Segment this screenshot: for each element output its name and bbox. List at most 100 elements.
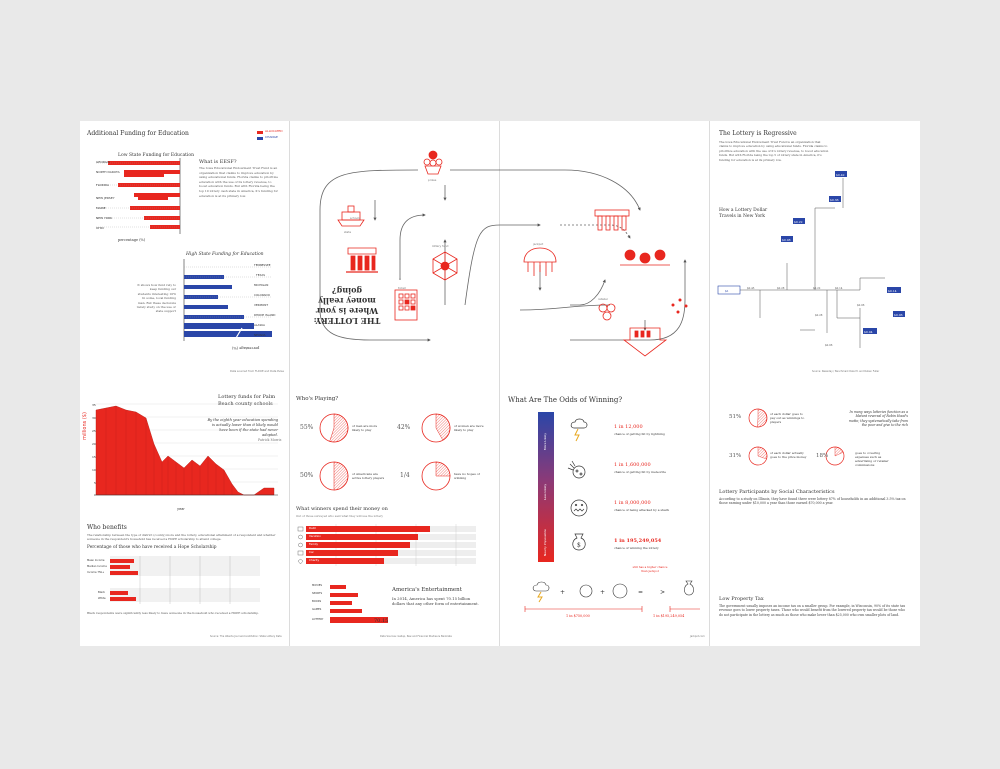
high-axis-label: percentage (%) bbox=[232, 346, 260, 350]
legend-change-label: CHANGE bbox=[265, 135, 278, 139]
state-label: OHIO bbox=[96, 226, 104, 230]
bar bbox=[184, 323, 254, 329]
dollar-box bbox=[717, 285, 741, 295]
low-tax-title: Low Property Tax bbox=[719, 596, 764, 602]
spend-title: What winners spend their money on bbox=[296, 506, 388, 512]
ent-label: SPORTS bbox=[312, 592, 323, 595]
fold-line bbox=[709, 382, 710, 646]
lottery-funds-area bbox=[95, 405, 275, 496]
bar bbox=[330, 593, 358, 597]
regressive-footer: Source: Newsday / Benchmark Dale M. and … bbox=[812, 370, 880, 373]
money-bag-icon bbox=[684, 580, 694, 596]
state-label: VERMONT bbox=[254, 303, 269, 307]
flow-arrow bbox=[399, 213, 426, 280]
bar bbox=[110, 571, 138, 575]
odds-value: 1 in 12,000 bbox=[614, 424, 643, 430]
svg-text:$0.06: $0.06 bbox=[857, 303, 865, 307]
hope-row-label: Median Income bbox=[87, 565, 107, 568]
characteristics-body: According to a study on Illinois, they h… bbox=[719, 497, 906, 506]
state-label: NEW JERSEY bbox=[96, 196, 115, 200]
dollar-box-label: $0.06 bbox=[894, 313, 903, 317]
y-tick: 20 bbox=[92, 442, 96, 446]
money-flow-diagram bbox=[319, 150, 688, 357]
bar bbox=[124, 174, 164, 177]
bar bbox=[330, 585, 346, 589]
flow-arrow bbox=[560, 224, 631, 239]
fold-line bbox=[499, 382, 500, 646]
bar bbox=[134, 193, 180, 197]
spend-chart bbox=[297, 524, 476, 566]
robin-hood-quote: In many ways lotteries function as a bla… bbox=[848, 410, 908, 428]
odds-icons: $ bbox=[567, 418, 588, 551]
flow-node-label: state bbox=[344, 230, 352, 234]
odds-bubble: still has a higher chance than jackpot bbox=[632, 565, 668, 573]
high-state-bars bbox=[183, 259, 272, 341]
split-caption: goes to covering expenses such as advert… bbox=[855, 451, 889, 467]
pie-women bbox=[421, 413, 451, 443]
fold-line bbox=[709, 121, 710, 383]
hope-chart bbox=[110, 556, 260, 604]
shark-icon bbox=[612, 583, 628, 599]
flow-arrow bbox=[464, 223, 541, 306]
what-is-title: What is EESF? bbox=[199, 159, 237, 165]
state-label: ALASKA bbox=[254, 323, 265, 327]
low-tax-body: The government usually imposes an income… bbox=[719, 604, 906, 617]
odds-caption: chance of being attacked by a shark bbox=[614, 508, 670, 512]
pie-caption: of women are more likely to play bbox=[454, 424, 484, 432]
low-state-title: Low State Funding for Education bbox=[118, 153, 194, 158]
odds-value: 1 in 195,249,054 bbox=[614, 538, 662, 544]
odds-footer: Jackpot.com bbox=[690, 635, 705, 638]
dollar-box-label: $0.36 bbox=[830, 198, 839, 202]
ent-body: In 2014, America has spent 70.15 billion… bbox=[392, 596, 479, 606]
dollar-box-label: $0.04 bbox=[864, 330, 873, 334]
split-caption: of each dollar actually goes to the priz… bbox=[770, 451, 807, 459]
ent-label: BOOKS bbox=[312, 600, 322, 603]
who-benefits-footer: Source: The Atlanta Journal-Constitution… bbox=[210, 635, 282, 638]
spend-label: Family bbox=[309, 542, 318, 546]
state-icon bbox=[337, 205, 365, 227]
flow-node-label: retailer bbox=[598, 297, 609, 301]
regressive-title: The Lottery is Regressive bbox=[719, 130, 797, 137]
pie-caption: of men are more likely to play bbox=[352, 424, 378, 432]
flow-arrow bbox=[519, 304, 611, 311]
y-tick: 35 bbox=[92, 403, 96, 407]
flow-arrow bbox=[570, 279, 606, 306]
palm-beach-chart bbox=[95, 403, 278, 496]
players-icon bbox=[620, 249, 670, 266]
dollar-box bbox=[835, 171, 847, 177]
ent-title: America's Entertainment bbox=[392, 587, 462, 593]
entertainment-chart bbox=[330, 585, 388, 623]
fold-line bbox=[289, 382, 290, 646]
regressive-body: The Iowa Educational Endowment Trust Fun… bbox=[719, 140, 829, 162]
odds-value: 1 in 1,600,000 bbox=[614, 462, 651, 468]
retailer-icon bbox=[594, 209, 630, 231]
legend-allocated-swatch bbox=[257, 131, 263, 134]
whos-playing-footer: Data Sources: Gallup, Pew and Financial … bbox=[380, 635, 452, 638]
flow-arrow bbox=[570, 259, 687, 341]
pie-value: 50% bbox=[300, 472, 314, 479]
dollar-box bbox=[887, 287, 901, 293]
odds-caption: chance of winning the lottery bbox=[614, 546, 659, 550]
lottery-fund-icon bbox=[432, 251, 458, 281]
bar bbox=[110, 559, 134, 563]
y-tick: 10 bbox=[92, 468, 96, 472]
top-sheet bbox=[80, 121, 920, 383]
state-label: FLORIDA bbox=[96, 183, 109, 187]
travels-title: How a Lottery Dollar Travels in New York bbox=[719, 208, 768, 219]
state-label: COLORADO bbox=[254, 293, 270, 297]
dollar-split-pies bbox=[748, 408, 845, 466]
y-tick: 25 bbox=[92, 429, 96, 433]
funding-footer: Data sourced from FLDOE and Data Pulse bbox=[230, 370, 284, 373]
y-tick: 5 bbox=[94, 481, 96, 485]
dollar-box-label: $0.08 bbox=[782, 238, 791, 242]
split-caption: of each dollar goes to pay out as winnin… bbox=[770, 412, 805, 424]
pie-value: 55% bbox=[300, 424, 314, 431]
bar bbox=[306, 542, 410, 548]
odds-value: 1 in 8,000,000 bbox=[614, 500, 651, 506]
flow-node-label: lottery fund bbox=[432, 244, 449, 248]
pie-value: 42% bbox=[397, 424, 411, 431]
fold-line bbox=[499, 121, 500, 383]
bar bbox=[184, 285, 232, 289]
flow-node-label: ticket bbox=[398, 286, 406, 290]
spend-label: Car bbox=[309, 550, 314, 554]
